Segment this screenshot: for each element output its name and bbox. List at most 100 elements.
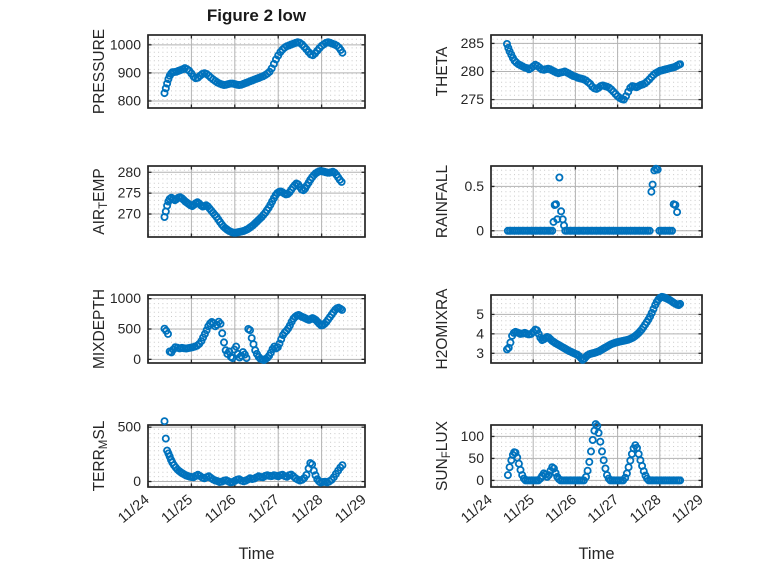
data-point-marker — [599, 456, 608, 465]
data-point-marker — [503, 471, 512, 480]
data-point-marker — [639, 467, 648, 476]
axes-frame — [490, 165, 703, 238]
data-point-marker — [505, 463, 514, 472]
rainfall-data-series — [503, 164, 682, 235]
x-tick-label: 11/29 — [332, 492, 369, 527]
y-tick-label: 275 — [461, 91, 485, 107]
data-point-marker — [220, 338, 229, 347]
x-tick-label: 11/24 — [458, 492, 495, 527]
subplot-h2omixra: 3 4 5 H2OMIXRA — [434, 288, 703, 370]
terr-msl-ylabel: TERRMSL — [91, 420, 110, 491]
data-point-marker — [671, 201, 680, 210]
sun-flux-ylabel: SUNFLUX — [434, 420, 453, 491]
x-tick-label: 11/29 — [669, 492, 706, 527]
data-point-marker — [544, 471, 553, 480]
h2omixra-ylabel: H2OMIXRA — [434, 288, 451, 370]
axes-frame — [490, 294, 703, 364]
data-point-marker — [648, 180, 657, 189]
x-tick-label: 11/25 — [501, 492, 538, 527]
y-tick-label: 1000 — [110, 36, 141, 52]
figure-title: Figure 2 low — [206, 6, 307, 25]
y-tick-label: 900 — [118, 64, 142, 80]
subplot-terr-msl: 0 500 TERRMSL 11/24 11/25 11/26 11/27 11/28 11/2… — [91, 417, 370, 563]
y-tick-label: 1000 — [110, 290, 141, 306]
air-temp-data-series — [160, 167, 346, 237]
x-tick-label: 11/26 — [202, 492, 239, 527]
data-point-marker — [673, 208, 682, 217]
data-point-marker — [163, 201, 172, 210]
major-grid — [491, 35, 702, 108]
tick-marks — [490, 35, 703, 108]
h2omixra-data-series — [502, 292, 685, 364]
sun-flux-data-series — [503, 420, 685, 485]
data-point-marker — [653, 165, 662, 174]
data-point-marker — [338, 48, 347, 57]
data-point-marker — [216, 319, 225, 328]
pressure-data-series — [160, 38, 347, 98]
data-point-marker — [218, 329, 227, 338]
y-tick-label: 0.5 — [465, 178, 485, 194]
data-point-marker — [598, 447, 607, 456]
data-point-marker — [534, 329, 543, 338]
data-point-marker — [202, 326, 211, 335]
subplot-rainfall: 0 0.5 RAINFALL — [434, 164, 703, 239]
data-point-marker — [543, 472, 552, 481]
terr-msl-data-series — [160, 417, 347, 487]
y-tick-label: 0 — [476, 222, 484, 238]
data-point-marker — [277, 335, 286, 344]
data-point-marker — [621, 473, 630, 482]
y-tick-label: 280 — [118, 164, 142, 180]
rainfall-ylabel: RAINFALL — [434, 165, 451, 239]
y-tick-label: 500 — [118, 321, 142, 337]
data-point-marker — [161, 434, 170, 443]
data-point-marker — [506, 338, 515, 347]
y-tick-label: 270 — [118, 206, 142, 222]
y-tick-label: 3 — [476, 345, 484, 361]
x-tick-label: 11/27 — [246, 492, 283, 527]
data-point-marker — [163, 329, 172, 338]
x-tick-label: 11/26 — [543, 492, 580, 527]
y-tick-label: 285 — [461, 35, 485, 51]
y-tick-label: 0 — [133, 473, 141, 489]
tick-marks — [490, 295, 703, 363]
x-tick-label: 11/28 — [627, 492, 664, 527]
data-point-marker — [302, 471, 311, 480]
data-point-marker — [645, 226, 654, 235]
data-point-marker — [587, 447, 596, 456]
tick-marks — [147, 425, 366, 487]
y-tick-label: 0 — [476, 472, 484, 488]
mixdepth-ylabel: MIXDEPTH — [91, 289, 108, 369]
data-point-marker — [647, 187, 656, 196]
x-axis-label: Time — [578, 545, 614, 563]
data-point-marker — [309, 466, 318, 475]
y-tick-label: 800 — [118, 92, 142, 108]
data-point-marker — [676, 60, 685, 69]
y-tick-label: 50 — [468, 450, 484, 466]
axes-frame — [147, 165, 366, 238]
data-point-marker — [337, 177, 346, 186]
axes-frame — [490, 424, 703, 488]
data-point-marker — [667, 226, 676, 235]
x-axis-label: Time — [238, 545, 274, 563]
data-point-marker — [555, 173, 564, 182]
data-point-marker — [594, 428, 603, 437]
mixdepth-data-series — [160, 303, 346, 365]
tick-marks — [147, 295, 366, 363]
data-point-marker — [163, 79, 172, 88]
data-point-marker — [548, 226, 557, 235]
y-tick-label: 4 — [476, 325, 484, 341]
data-point-marker — [242, 354, 251, 363]
y-tick-label: 500 — [118, 419, 142, 435]
data-point-marker — [676, 476, 685, 485]
x-tick-label: 11/27 — [585, 492, 622, 527]
data-point-marker — [649, 304, 658, 313]
air-temp-ylabel: AIRTEMP — [91, 168, 110, 234]
theta-ylabel: THETA — [434, 46, 451, 96]
y-tick-label: 0 — [133, 351, 141, 367]
y-tick-label: 5 — [476, 306, 484, 322]
subplot-air-temp: 270 275 280 AIRTEMP — [91, 164, 366, 238]
